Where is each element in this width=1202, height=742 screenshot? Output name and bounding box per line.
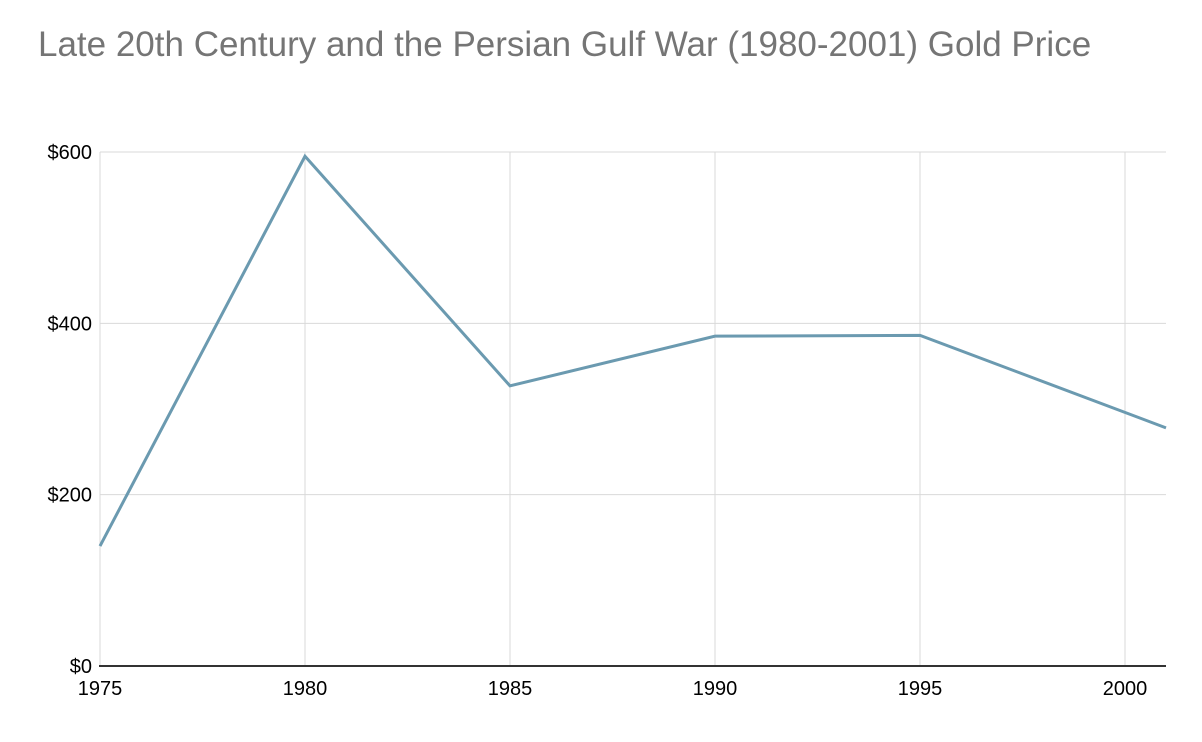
x-tick-label: 1975 <box>78 678 123 700</box>
chart-title: Late 20th Century and the Persian Gulf W… <box>38 25 1092 64</box>
y-tick-label: $0 <box>70 656 92 678</box>
y-tick-label: $600 <box>48 142 93 164</box>
x-tick-label: 1980 <box>283 678 328 700</box>
x-tick-label: 2000 <box>1103 678 1148 700</box>
x-tick-label: 1990 <box>693 678 738 700</box>
x-tick-label: 1985 <box>488 678 533 700</box>
y-tick-label: $400 <box>48 313 93 335</box>
gold-price-series-line <box>98 153 1167 547</box>
x-tick-label: 1995 <box>898 678 943 700</box>
y-tick-label: $200 <box>48 485 93 507</box>
